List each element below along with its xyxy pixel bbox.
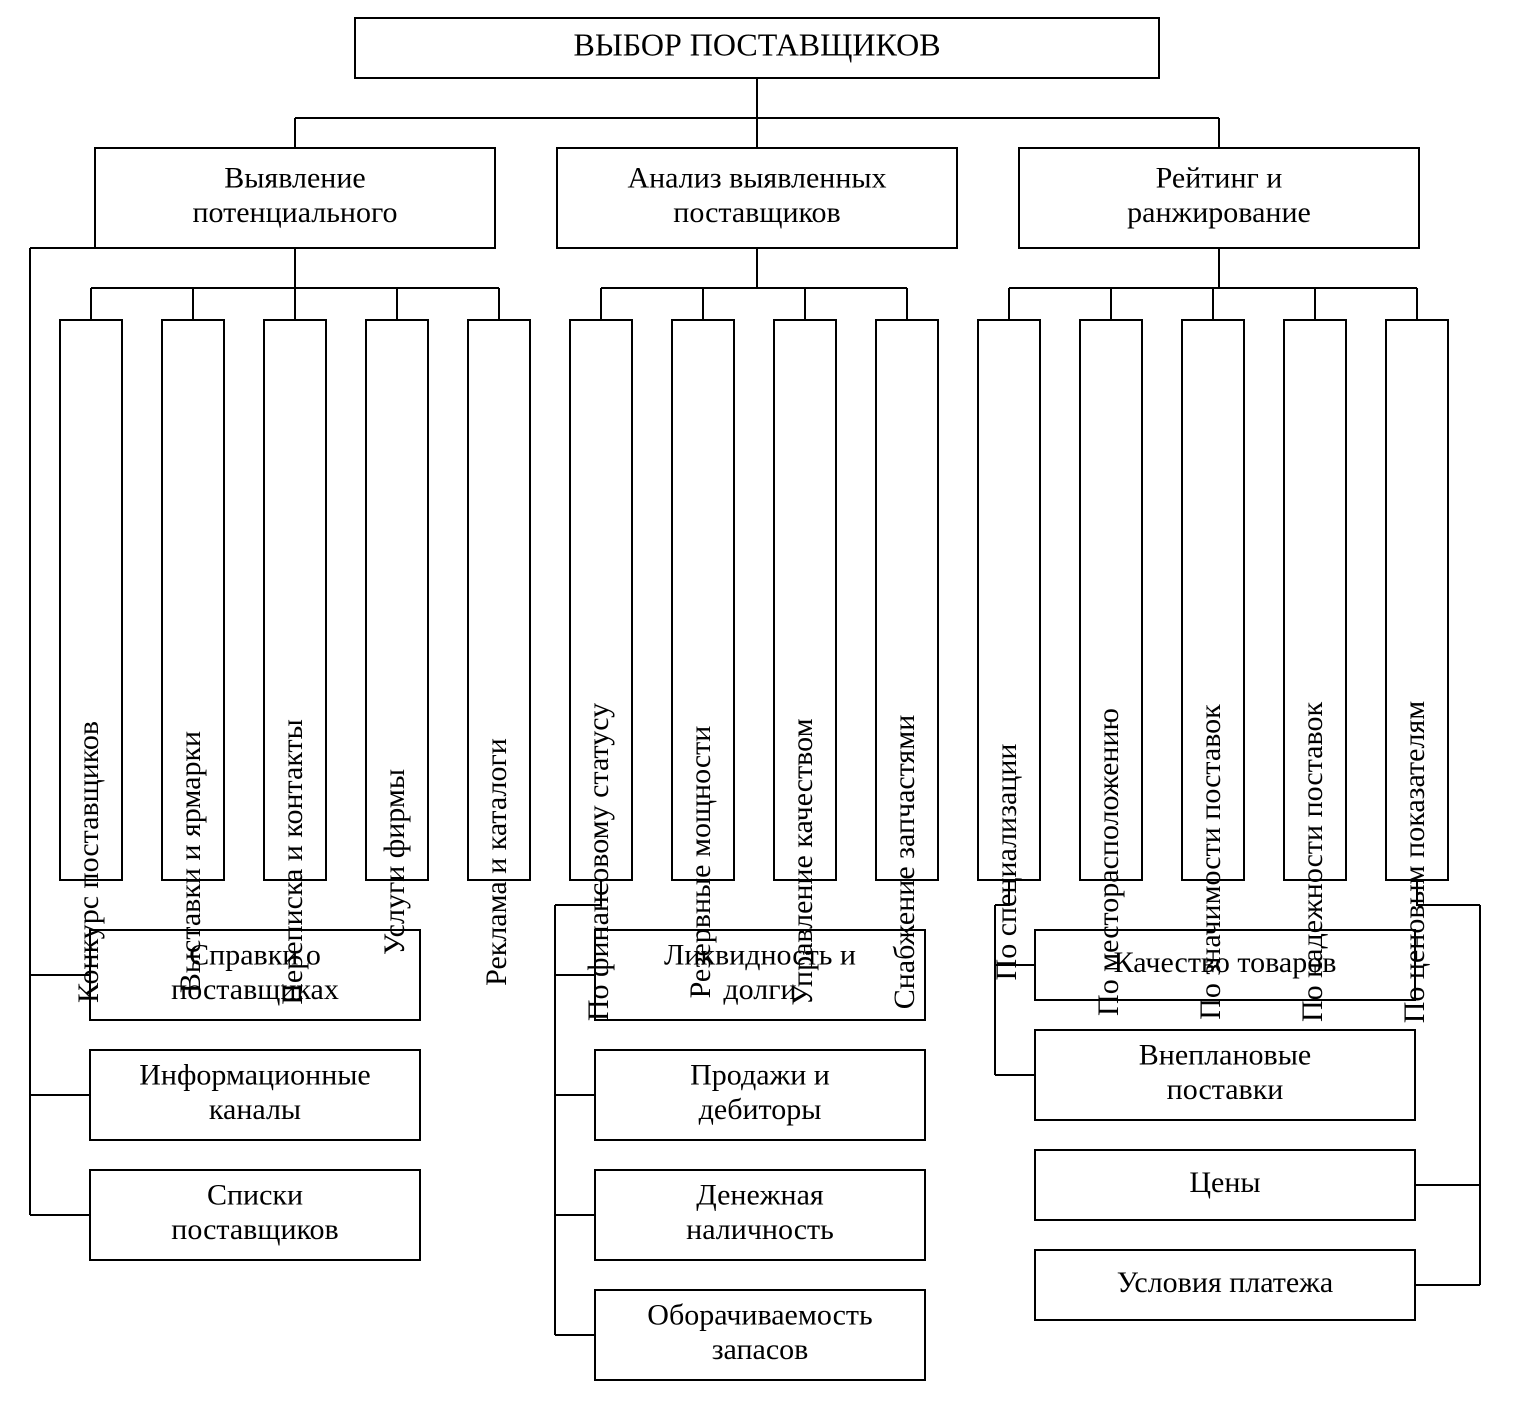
- leaf-label-g2-0: Ликвидность и: [664, 939, 856, 972]
- leaf-label-g1-0: Справки о: [189, 939, 321, 972]
- mid-label-m3: Рейтинг и: [1156, 162, 1283, 195]
- leaf-label-g2-2: Денежная: [696, 1179, 824, 1212]
- vert-label-v14: По ценовым показателям: [1398, 701, 1431, 1023]
- leaf-label-g3-0: Качество товаров: [1114, 946, 1337, 979]
- leaf-label-g2-3: Оборачиваемость: [647, 1299, 872, 1332]
- mid-label-m2: Анализ выявленных: [627, 162, 886, 195]
- leaf-label-g3-1: поставки: [1167, 1073, 1284, 1106]
- leaf-label-g1-1: Информационные: [139, 1059, 371, 1092]
- leaf-label-g3-2: Цены: [1189, 1166, 1260, 1199]
- leaf-label-g2-1: дебиторы: [699, 1093, 822, 1126]
- vert-label-v5: Реклама и каталоги: [480, 738, 513, 986]
- leaf-label-g2-3: запасов: [712, 1333, 809, 1366]
- mid-label-m3: ранжирование: [1127, 196, 1311, 229]
- mid-label-m2: поставщиков: [673, 196, 840, 229]
- leaf-label-g2-1: Продажи и: [690, 1059, 830, 1092]
- vert-label-v1: Конкурс поставщиков: [72, 721, 105, 1003]
- leaf-label-g1-0: поставщиках: [171, 973, 339, 1006]
- root-label: ВЫБОР ПОСТАВЩИКОВ: [573, 26, 940, 62]
- leaf-label-g1-2: Списки: [207, 1179, 303, 1212]
- leaf-label-g3-3: Условия платежа: [1117, 1266, 1333, 1299]
- vert-label-v6: По финансовому статусу: [582, 703, 615, 1021]
- vert-label-v10: По специализации: [990, 744, 1023, 981]
- diagram-canvas: ВЫБОР ПОСТАВЩИКОВ Выявлениепотенциального…: [0, 0, 1514, 1416]
- vert-label-v9: Снабжение запчастями: [888, 715, 921, 1010]
- leaf-label-g2-2: наличность: [686, 1213, 834, 1246]
- leaf-label-g1-2: поставщиков: [171, 1213, 338, 1246]
- leaf-label-g2-0: долги: [723, 973, 796, 1006]
- mid-label-m1: потенциального: [192, 196, 397, 229]
- leaf-label-g3-1: Внеплановые: [1139, 1039, 1311, 1072]
- mid-label-m1: Выявление: [224, 162, 365, 195]
- edges: [30, 78, 1480, 1335]
- vert-label-v4: Услуги фирмы: [378, 769, 411, 955]
- leaf-label-g1-1: каналы: [209, 1093, 301, 1126]
